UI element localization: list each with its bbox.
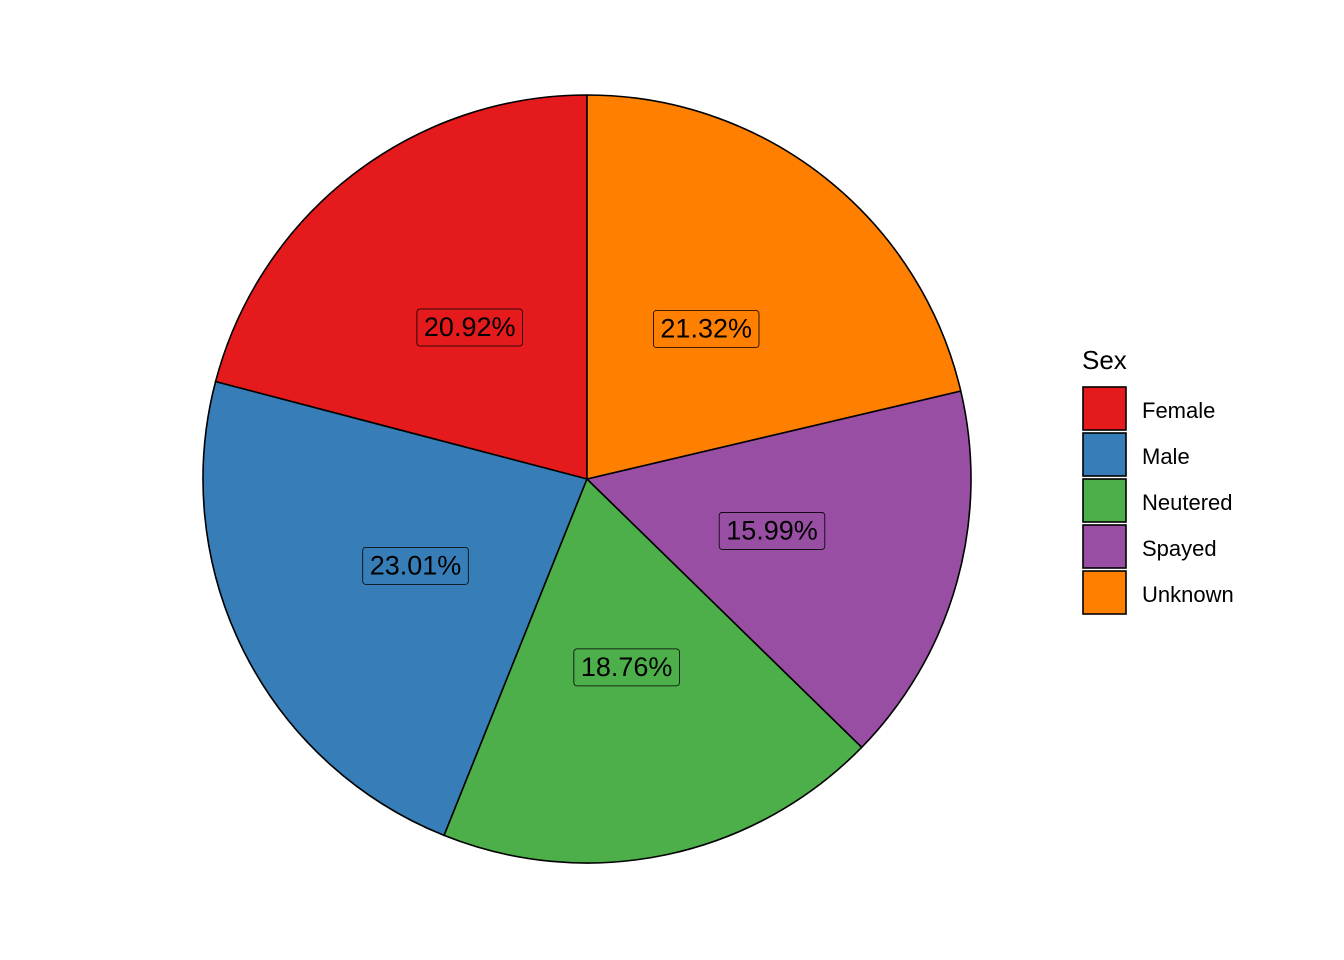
pie-slices bbox=[202, 94, 972, 864]
slice-label-box bbox=[653, 310, 760, 348]
slice-label-spayed: 15.99% bbox=[718, 512, 826, 550]
slice-label-neutered: 18.76% bbox=[573, 648, 680, 687]
slice-label-text: 20.92% bbox=[424, 312, 516, 342]
legend-item-male: Male bbox=[1082, 432, 1190, 477]
legend-key-swatch bbox=[1082, 386, 1127, 431]
slice-label-box bbox=[718, 512, 826, 550]
legend-item-unknown: Unknown bbox=[1082, 570, 1234, 615]
pie-slice-neutered bbox=[443, 478, 863, 864]
legend: Sex Female Male Neutered Spayed Unknown bbox=[1082, 345, 1234, 615]
pie-slice-male bbox=[202, 380, 588, 837]
legend-label: Female bbox=[1142, 398, 1215, 423]
legend-label: Male bbox=[1142, 444, 1190, 469]
slice-label-female: 20.92% bbox=[416, 308, 523, 347]
slice-label-male: 23.01% bbox=[362, 546, 469, 585]
slice-label-text: 21.32% bbox=[660, 313, 752, 343]
legend-title: Sex bbox=[1082, 345, 1127, 375]
legend-key-swatch bbox=[1082, 432, 1127, 477]
legend-key-swatch bbox=[1082, 478, 1127, 523]
slice-labels: 20.92% 23.01% 18.76% 15.99% 21.32% bbox=[362, 308, 826, 687]
slice-label-box bbox=[362, 546, 469, 585]
legend-key-swatch bbox=[1082, 570, 1127, 615]
slice-label-text: 15.99% bbox=[726, 515, 818, 545]
legend-key-swatch bbox=[1082, 524, 1127, 569]
legend-label: Spayed bbox=[1142, 536, 1217, 561]
slice-label-unknown: 21.32% bbox=[653, 310, 760, 348]
legend-label: Unknown bbox=[1142, 582, 1234, 607]
legend-label: Neutered bbox=[1142, 490, 1233, 515]
legend-item-neutered: Neutered bbox=[1082, 478, 1233, 523]
pie-slice-unknown bbox=[586, 94, 962, 480]
legend-item-female: Female bbox=[1082, 386, 1215, 431]
slice-label-text: 23.01% bbox=[370, 550, 462, 580]
legend-item-spayed: Spayed bbox=[1082, 524, 1217, 569]
pie-slice-female bbox=[214, 94, 588, 480]
slice-label-box bbox=[416, 308, 523, 347]
legend-items: Female Male Neutered Spayed Unknown bbox=[1082, 386, 1234, 615]
slice-label-text: 18.76% bbox=[581, 652, 673, 682]
slice-label-box bbox=[573, 648, 680, 687]
pie-slice-spayed bbox=[586, 390, 972, 749]
